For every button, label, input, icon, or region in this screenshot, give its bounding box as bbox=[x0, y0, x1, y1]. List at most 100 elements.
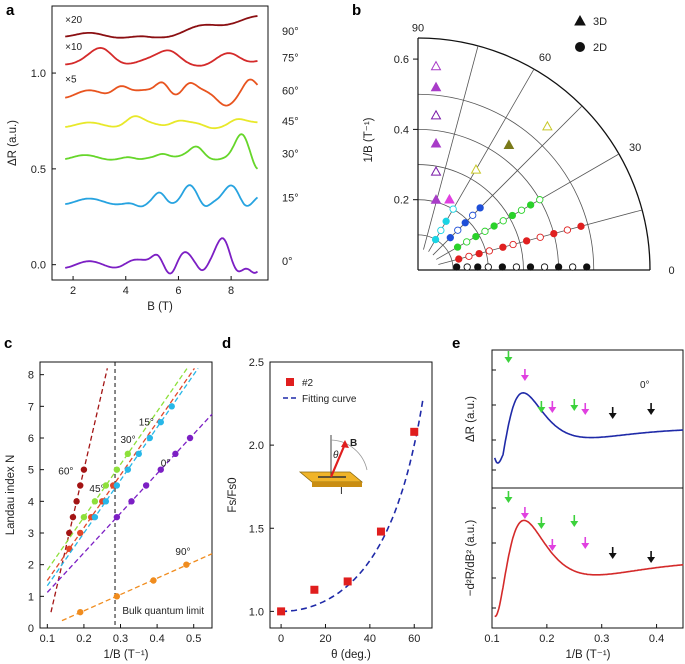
series-angle-label: 45° bbox=[282, 116, 299, 128]
radial-tick-label: 0.2 bbox=[394, 195, 409, 207]
y-tick-label: 1.0 bbox=[249, 606, 264, 618]
plot-frame bbox=[39, 361, 213, 629]
angle-label: 0° bbox=[640, 380, 650, 391]
fit-line-60° bbox=[50, 368, 108, 613]
x-tick-label: 0.2 bbox=[539, 633, 554, 645]
data-triangle-75 bbox=[542, 120, 553, 131]
sample-side bbox=[312, 482, 362, 487]
field-arrowhead bbox=[341, 440, 349, 448]
radial-tick-label: 0.4 bbox=[394, 124, 409, 136]
data-circle-0 bbox=[526, 263, 535, 271]
data-point-30° bbox=[80, 513, 88, 521]
y-tick-label: 7 bbox=[28, 401, 34, 413]
series-angle-label: 15° bbox=[282, 193, 299, 205]
panel-a-chart: 2 4 6 8 0.0 0.5 1.0 B (T) ΔR (a.u.) 0° 15° 30° 45° 60… bbox=[7, 5, 299, 313]
data-square bbox=[410, 427, 419, 436]
data-triangle-90 bbox=[430, 194, 442, 204]
legend-label-fit: Fitting curve bbox=[302, 394, 357, 405]
y-tick-label: 1.0 bbox=[31, 68, 46, 80]
x-tick-label: 2 bbox=[70, 285, 76, 297]
panel-label-c: c bbox=[4, 335, 12, 352]
data-circle-15 bbox=[523, 237, 531, 245]
inset-label-b: B bbox=[350, 438, 357, 449]
marker-arrowhead bbox=[608, 553, 617, 559]
y-tick-label: 3 bbox=[28, 528, 34, 540]
panel-b-polar-chart: 0.2 0.4 0.6 1/B (T⁻¹) 0 30 60 90 3D 2D bbox=[363, 14, 675, 277]
x-tick-label: 0.4 bbox=[649, 633, 664, 645]
data-point-60° bbox=[80, 466, 88, 473]
x-tick-label: 40 bbox=[364, 633, 376, 645]
marker-arrowhead bbox=[581, 543, 590, 549]
scale-factor-label: ×10 bbox=[65, 42, 82, 53]
data-circle-0 bbox=[569, 263, 577, 271]
series-angle-label: 30° bbox=[282, 149, 299, 161]
data-point-15° bbox=[113, 482, 121, 489]
data-triangle-75 bbox=[503, 139, 515, 149]
data-point-15° bbox=[91, 513, 99, 521]
data-circle-30 bbox=[481, 227, 489, 235]
y-tick-label: 1 bbox=[28, 591, 34, 603]
data-point-0° bbox=[157, 466, 164, 473]
legend-label-sample: #2 bbox=[302, 378, 314, 389]
data-circle-0 bbox=[583, 263, 591, 271]
data-circle-0 bbox=[453, 263, 461, 271]
panel-c-chart: 0.1 0.2 0.3 0.4 0.5 0 1 2 3 4 5 6 7 8 1/B (T⁻¹) Landau … bbox=[5, 361, 213, 661]
panel-label-a: a bbox=[6, 2, 15, 19]
data-circle-30 bbox=[453, 243, 462, 251]
y-tick-label: 1.5 bbox=[249, 523, 264, 535]
marker-arrowhead bbox=[570, 405, 579, 411]
data-circle-0 bbox=[463, 263, 471, 271]
inset-label-i: I bbox=[340, 486, 343, 497]
marker-arrowhead bbox=[581, 409, 590, 415]
bottom-curve bbox=[494, 519, 684, 618]
bulk-quantum-limit-label: Bulk quantum limit bbox=[122, 606, 204, 617]
data-circle-45 bbox=[476, 204, 484, 212]
data-point-0° bbox=[113, 513, 121, 521]
x-tick-label: 0.3 bbox=[594, 633, 609, 645]
angle-tick-label: 60 bbox=[539, 52, 551, 64]
data-point-90° bbox=[150, 577, 157, 584]
angle-arc bbox=[330, 439, 368, 471]
marker-arrowhead bbox=[647, 557, 656, 563]
data-circle-30 bbox=[463, 238, 471, 246]
angle-tick-label: 30 bbox=[629, 142, 641, 154]
data-circle-15 bbox=[499, 243, 507, 251]
y-tick-label: 2 bbox=[28, 560, 34, 572]
top-curve bbox=[493, 391, 684, 464]
data-point-60° bbox=[73, 498, 80, 505]
data-point-90° bbox=[113, 593, 121, 600]
panel-label-d: d bbox=[222, 335, 231, 352]
angle-tick-label: 0 bbox=[669, 265, 675, 277]
panel-e-chart: 0.1 0.2 0.3 0.4 1/B (T⁻¹) ΔR (a.u.) −d²R/dB² (… bbox=[465, 349, 684, 661]
data-circle-45 bbox=[461, 219, 469, 227]
data-circle-15 bbox=[536, 233, 544, 241]
data-square bbox=[310, 585, 319, 594]
series-label: 45° bbox=[89, 484, 104, 495]
data-triangle-90 bbox=[430, 109, 442, 120]
data-point-15° bbox=[168, 403, 175, 410]
data-triangle-90 bbox=[430, 81, 442, 92]
data-circle-0 bbox=[484, 263, 492, 271]
x-tick-label: 20 bbox=[319, 633, 331, 645]
data-point-60° bbox=[66, 529, 73, 537]
marker-arrowhead bbox=[504, 497, 513, 503]
y-tick-label: 8 bbox=[28, 370, 34, 382]
data-triangle-75 bbox=[470, 164, 482, 174]
y-tick-label: 6 bbox=[28, 433, 34, 445]
data-triangle-90 bbox=[430, 166, 442, 176]
marker-arrowhead bbox=[608, 413, 617, 419]
panel-label-b: b bbox=[352, 2, 361, 19]
series-angle-label: 0° bbox=[282, 256, 293, 268]
radial-tick-label: 0.6 bbox=[394, 54, 409, 66]
y-axis-label: Landau index N bbox=[5, 455, 17, 536]
data-square bbox=[343, 577, 352, 586]
y-axis-label: Fs/Fs0 bbox=[227, 477, 239, 512]
x-tick-label: 0.1 bbox=[40, 633, 55, 645]
series-label: 30° bbox=[121, 435, 136, 446]
data-circle-45 bbox=[454, 226, 462, 234]
data-point-15° bbox=[146, 434, 153, 442]
legend-label-2d: 2D bbox=[593, 42, 607, 54]
data-point-60° bbox=[69, 513, 77, 521]
fit-line-45° bbox=[46, 367, 195, 581]
